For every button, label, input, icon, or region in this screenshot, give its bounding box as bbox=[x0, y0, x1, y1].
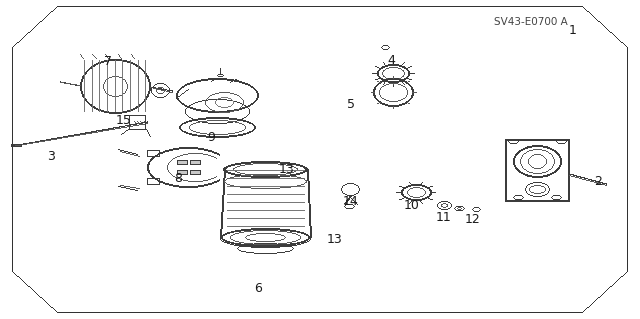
Text: 9: 9 bbox=[207, 131, 215, 144]
Text: 13: 13 bbox=[326, 234, 342, 246]
Text: 2: 2 bbox=[595, 175, 602, 188]
Text: 11: 11 bbox=[436, 211, 451, 224]
Text: 8: 8 bbox=[174, 172, 182, 184]
Text: 14: 14 bbox=[343, 195, 358, 208]
Text: 3: 3 bbox=[47, 150, 55, 163]
Text: SV43-E0700 A: SV43-E0700 A bbox=[494, 17, 568, 27]
Text: 5: 5 bbox=[347, 98, 355, 111]
Text: 13: 13 bbox=[279, 163, 294, 176]
Text: 4: 4 bbox=[388, 54, 396, 67]
Text: 1: 1 bbox=[569, 24, 577, 37]
Text: 15: 15 bbox=[116, 114, 131, 127]
Text: 6: 6 bbox=[254, 282, 262, 294]
Text: 12: 12 bbox=[465, 213, 480, 226]
Text: 10: 10 bbox=[404, 199, 419, 212]
Text: 7: 7 bbox=[104, 55, 111, 68]
